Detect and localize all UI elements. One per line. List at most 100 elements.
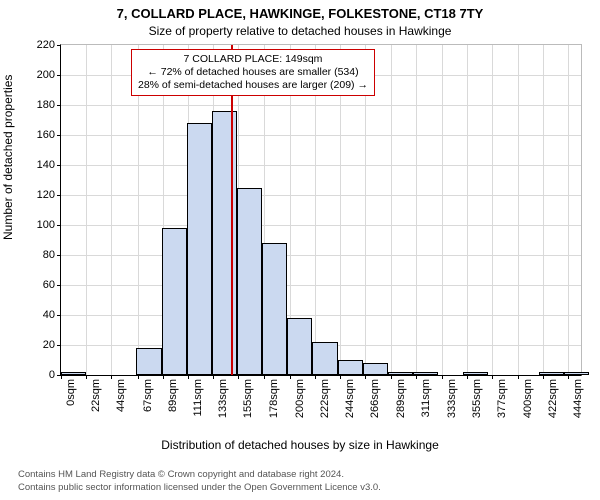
x-tick-mark	[365, 375, 366, 379]
histogram-bar	[388, 372, 413, 375]
histogram-bar	[463, 372, 488, 375]
gridline-h	[61, 255, 581, 256]
histogram-bar	[136, 348, 161, 375]
y-tick-mark	[57, 255, 61, 256]
x-tick-label: 22sqm	[90, 379, 102, 412]
x-axis-label: Distribution of detached houses by size …	[0, 438, 600, 452]
x-tick-mark	[61, 375, 62, 379]
y-tick-mark	[57, 75, 61, 76]
histogram-bar	[162, 228, 187, 375]
x-tick-mark	[213, 375, 214, 379]
x-tick-mark	[543, 375, 544, 379]
gridline-v	[111, 45, 112, 375]
x-tick-label: 89sqm	[167, 379, 179, 412]
y-tick-label: 0	[49, 369, 55, 381]
annot-line1: 7 COLLARD PLACE: 149sqm	[138, 53, 368, 66]
x-tick-mark	[492, 375, 493, 379]
x-tick-label: 400sqm	[522, 379, 534, 418]
y-tick-label: 80	[43, 249, 55, 261]
x-tick-mark	[518, 375, 519, 379]
x-tick-mark	[290, 375, 291, 379]
y-tick-mark	[57, 225, 61, 226]
x-tick-label: 0sqm	[65, 379, 77, 406]
histogram-bar	[363, 363, 388, 375]
x-tick-mark	[264, 375, 265, 379]
chart-container: 7, COLLARD PLACE, HAWKINGE, FOLKESTONE, …	[0, 0, 600, 500]
histogram-bar	[338, 360, 363, 375]
x-tick-label: 133sqm	[217, 379, 229, 418]
gridline-h	[61, 195, 581, 196]
histogram-bar	[413, 372, 438, 375]
annot-line2: ← 72% of detached houses are smaller (53…	[138, 66, 368, 79]
x-tick-label: 355sqm	[471, 379, 483, 418]
gridline-h	[61, 105, 581, 106]
x-tick-mark	[138, 375, 139, 379]
x-tick-label: 444sqm	[572, 379, 584, 418]
gridline-h	[61, 285, 581, 286]
x-tick-mark	[163, 375, 164, 379]
histogram-bar	[539, 372, 564, 375]
x-tick-label: 422sqm	[547, 379, 559, 418]
x-tick-label: 244sqm	[344, 379, 356, 418]
chart-subtitle: Size of property relative to detached ho…	[0, 24, 600, 38]
gridline-h	[61, 135, 581, 136]
x-tick-label: 155sqm	[242, 379, 254, 418]
footer-line2: Contains public sector information licen…	[18, 482, 381, 494]
y-tick-label: 220	[37, 39, 55, 51]
x-tick-label: 178sqm	[268, 379, 280, 418]
y-tick-label: 120	[37, 189, 55, 201]
y-tick-mark	[57, 285, 61, 286]
x-tick-mark	[467, 375, 468, 379]
gridline-v	[543, 45, 544, 375]
y-tick-label: 100	[37, 219, 55, 231]
x-tick-label: 111sqm	[192, 379, 204, 417]
gridline-h	[61, 225, 581, 226]
x-tick-mark	[111, 375, 112, 379]
chart-title: 7, COLLARD PLACE, HAWKINGE, FOLKESTONE, …	[0, 6, 600, 21]
y-tick-mark	[57, 45, 61, 46]
histogram-bar	[564, 372, 589, 375]
gridline-v	[391, 45, 392, 375]
x-tick-mark	[568, 375, 569, 379]
y-tick-label: 160	[37, 129, 55, 141]
x-tick-mark	[340, 375, 341, 379]
footer-line1: Contains HM Land Registry data © Crown c…	[18, 469, 381, 481]
x-tick-mark	[86, 375, 87, 379]
gridline-v	[442, 45, 443, 375]
y-tick-label: 200	[37, 69, 55, 81]
x-tick-mark	[315, 375, 316, 379]
x-tick-label: 333sqm	[446, 379, 458, 418]
histogram-bar	[262, 243, 287, 375]
histogram-bar	[237, 188, 262, 376]
footer-attribution: Contains HM Land Registry data © Crown c…	[18, 469, 381, 494]
x-tick-mark	[188, 375, 189, 379]
gridline-v	[86, 45, 87, 375]
histogram-bar	[287, 318, 312, 375]
y-axis-label: Number of detached properties	[1, 75, 15, 240]
gridline-v	[518, 45, 519, 375]
x-tick-mark	[238, 375, 239, 379]
x-tick-mark	[391, 375, 392, 379]
y-tick-label: 60	[43, 279, 55, 291]
y-tick-label: 180	[37, 99, 55, 111]
x-tick-label: 266sqm	[369, 379, 381, 418]
x-tick-label: 200sqm	[294, 379, 306, 418]
histogram-bar	[61, 372, 86, 375]
y-tick-label: 20	[43, 339, 55, 351]
gridline-v	[492, 45, 493, 375]
gridline-h	[61, 315, 581, 316]
y-tick-mark	[57, 315, 61, 316]
annotation-box: 7 COLLARD PLACE: 149sqm← 72% of detached…	[131, 49, 375, 96]
histogram-bar	[312, 342, 337, 375]
x-tick-mark	[442, 375, 443, 379]
histogram-bar	[187, 123, 212, 375]
annot-line3: 28% of semi-detached houses are larger (…	[138, 79, 368, 92]
plot-area: 0204060801001201401601802002200sqm22sqm4…	[60, 44, 582, 376]
gridline-v	[416, 45, 417, 375]
x-tick-mark	[416, 375, 417, 379]
y-tick-mark	[57, 195, 61, 196]
x-tick-label: 311sqm	[420, 379, 432, 417]
y-tick-mark	[57, 105, 61, 106]
gridline-v	[467, 45, 468, 375]
y-tick-mark	[57, 135, 61, 136]
